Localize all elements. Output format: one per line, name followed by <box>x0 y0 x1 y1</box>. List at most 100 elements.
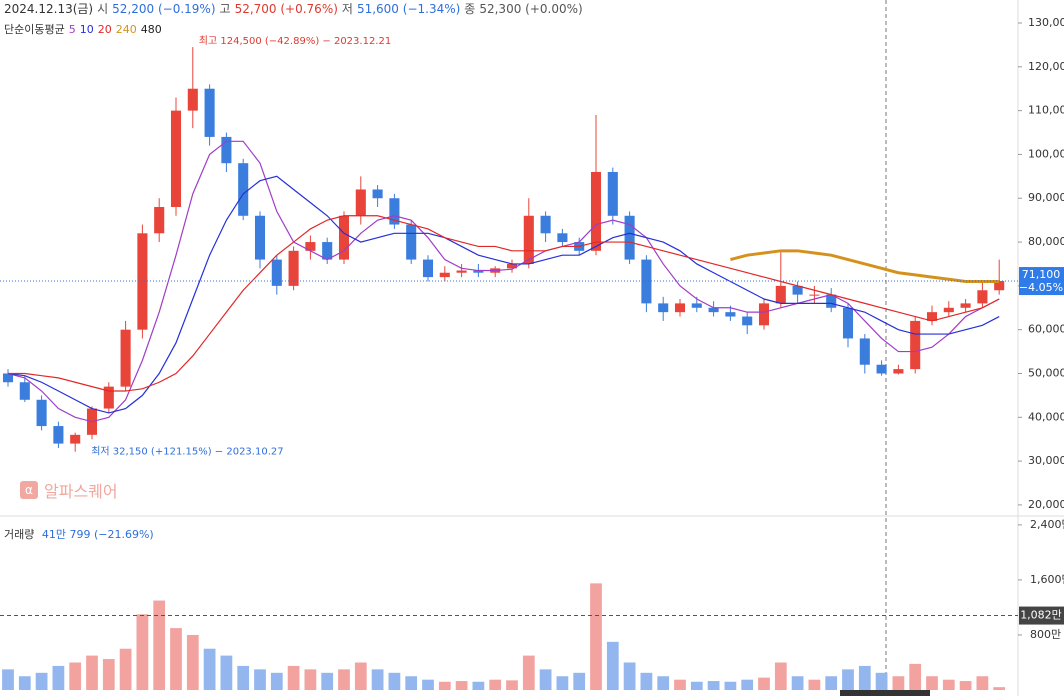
volume-header: 거래량 41만 799 (−21.69%) <box>4 526 158 542</box>
volume-bar <box>909 663 922 690</box>
candle-body <box>221 136 232 164</box>
volume-bar <box>254 669 266 690</box>
y-tick-label: 90,000 <box>1028 191 1064 204</box>
volume-bar <box>758 677 770 690</box>
volume-bar <box>842 669 854 690</box>
volume-bar <box>35 672 48 690</box>
y-tick-label: 110,000 <box>1028 104 1064 117</box>
candle-body <box>775 285 786 304</box>
volume-title: 거래량 <box>4 528 35 541</box>
candle-body <box>271 259 282 286</box>
volume-bar <box>388 672 401 690</box>
ma-legend: 단순이동평균 5 10 20 240 480 <box>4 21 170 37</box>
volume-bar <box>220 655 233 690</box>
candle-body <box>893 369 904 374</box>
watermark-text: 알파스퀘어 <box>44 482 118 501</box>
candle-body <box>725 312 736 317</box>
low-annotation: 최저 32,150 (+121.15%) − 2023.10.27 <box>91 446 283 458</box>
candle-body <box>338 215 350 260</box>
candle-body <box>590 171 602 251</box>
candle-body <box>439 272 450 278</box>
candle-body <box>742 316 753 326</box>
candle-body <box>624 215 635 260</box>
candle-body <box>355 189 366 216</box>
last-price-change: −4.05% <box>1019 281 1063 294</box>
candle-body <box>910 320 921 370</box>
ma-legend-item: 5 <box>68 23 76 36</box>
ma-line <box>730 249 1000 283</box>
candle-body <box>674 303 686 313</box>
volume-bar <box>640 672 653 690</box>
candle-body <box>994 281 1005 291</box>
candle-body <box>943 307 954 313</box>
candle-body <box>876 364 887 374</box>
volume-bar <box>237 665 250 690</box>
volume-bar <box>858 665 871 690</box>
volume-bar <box>489 679 502 690</box>
volume-bar <box>506 680 518 690</box>
ohlc-value: 52,700 (+0.76%) <box>234 2 338 16</box>
volume-bar <box>338 669 350 690</box>
volume-current: 41만 799 (−21.69%) <box>41 528 154 541</box>
candle-body <box>254 215 266 260</box>
candle-body <box>154 207 165 234</box>
ma-legend-item: 10 <box>79 23 94 36</box>
volume-bar <box>573 672 586 690</box>
last-price-box <box>1019 267 1064 296</box>
volume-bar <box>741 679 754 690</box>
volume-bar <box>203 648 216 690</box>
candle-body <box>926 312 938 321</box>
volume-bar <box>522 655 535 690</box>
candle-body <box>506 263 518 269</box>
volume-bar <box>455 681 468 690</box>
volume-bar <box>959 681 972 690</box>
y-tick-label: 20,000 <box>1028 498 1064 511</box>
volume-bar <box>304 669 317 690</box>
volume-marker-label: 1,082만 <box>1020 609 1062 622</box>
candle-body <box>792 285 803 295</box>
volume-bar <box>825 676 838 690</box>
volume-bar <box>371 669 384 690</box>
y-tick-label: 50,000 <box>1028 366 1064 379</box>
candle-body <box>120 329 131 387</box>
volume-bar <box>556 676 569 690</box>
y-tick-label: 60,000 <box>1028 323 1064 336</box>
ohlc-label: 저 <box>341 2 353 16</box>
candle-body <box>540 215 551 234</box>
volume-bar <box>2 669 14 690</box>
candle-body <box>204 88 215 137</box>
volume-bar <box>590 583 602 690</box>
y-tick-label: 80,000 <box>1028 235 1064 248</box>
volume-bar <box>472 681 485 690</box>
candle-body <box>389 198 400 225</box>
volume-bar <box>690 681 703 690</box>
candle-body <box>288 250 299 286</box>
y-tick-label: 30,000 <box>1028 454 1064 467</box>
candle-body <box>456 270 467 273</box>
candle-body <box>641 259 652 304</box>
candle-body <box>859 338 870 365</box>
volume-bar <box>170 628 182 690</box>
candle-body <box>557 233 568 243</box>
candle-body <box>406 224 417 260</box>
volume-bar <box>875 672 888 690</box>
candle-body <box>691 303 702 308</box>
volume-bar <box>808 679 821 690</box>
volume-bar <box>18 676 31 690</box>
candle-body <box>170 110 182 208</box>
volume-bar <box>405 676 418 690</box>
ma-line <box>7 175 1000 414</box>
candle-body <box>473 270 484 273</box>
candle-body <box>658 303 669 313</box>
candle-body <box>19 382 30 400</box>
candle-body <box>960 303 971 308</box>
volume-bar <box>993 687 1006 690</box>
volume-bar <box>892 676 905 690</box>
candle-body <box>523 215 534 264</box>
watermark: α 알파스퀘어 <box>20 478 118 502</box>
volume-bar <box>153 600 166 690</box>
candle-body <box>607 171 618 216</box>
candle-body <box>187 88 198 111</box>
volume-bar <box>119 648 132 690</box>
ohlc-label: 종 <box>464 2 476 16</box>
